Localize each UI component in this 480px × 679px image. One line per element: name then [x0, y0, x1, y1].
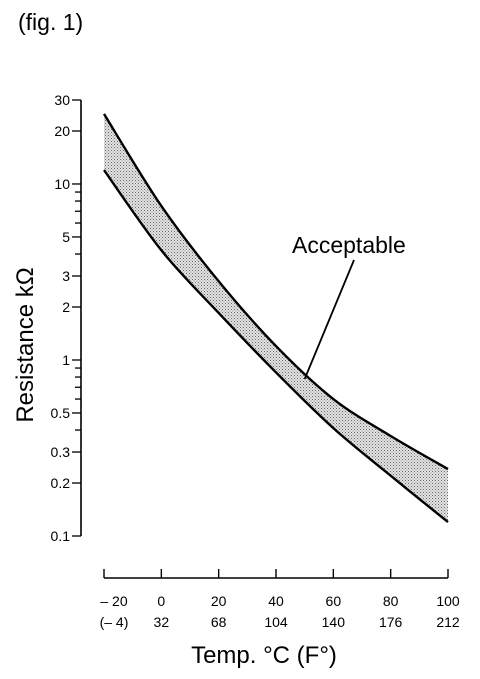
y-tick-label: 0.2 [51, 475, 71, 491]
x-tick-label-celsius: 40 [268, 593, 284, 609]
y-tick-label: 2 [62, 299, 70, 315]
acceptable-band [102, 113, 449, 523]
y-tick-label: 3 [62, 268, 70, 284]
y-tick-label: 0.5 [51, 405, 71, 421]
y-tick-label: 5 [62, 229, 70, 245]
annotation: Acceptable [292, 232, 406, 380]
annotation-leader-line [303, 259, 355, 380]
x-tick-label-fahrenheit: 140 [322, 614, 346, 630]
y-tick-label: 0.3 [51, 444, 71, 460]
x-tick-label-fahrenheit: 68 [211, 614, 227, 630]
x-tick-label-fahrenheit: (– 4) [100, 614, 129, 630]
x-axis-ticks: – 20 (– 4) 0 32 20 68 40 104 60 140 80 176 100 212 [100, 569, 460, 630]
x-tick-label-fahrenheit: 104 [264, 614, 288, 630]
y-tick-label: 20 [54, 123, 70, 139]
x-tick-label-fahrenheit: 212 [436, 614, 460, 630]
x-axis-title: Temp. °C (F°) [191, 642, 337, 669]
band-upper-curve [102, 113, 449, 471]
x-tick-label-celsius: 80 [383, 593, 399, 609]
figure-label: (fig. 1) [18, 9, 83, 35]
x-tick-label-celsius: 20 [211, 593, 227, 609]
x-tick-label-fahrenheit: 32 [154, 614, 170, 630]
y-tick-label: 30 [54, 92, 70, 108]
y-tick-label: 10 [54, 176, 70, 192]
x-tick-label-fahrenheit: 176 [379, 614, 403, 630]
y-axis-ticks: 0.1 0.2 0.3 0.5 1 2 3 5 10 20 30 [51, 92, 81, 544]
x-tick-label-celsius: 60 [326, 593, 342, 609]
x-tick-label-celsius: 0 [157, 593, 165, 609]
y-tick-label: 0.1 [51, 528, 71, 544]
x-tick-label-celsius: – 20 [100, 593, 127, 609]
x-tick-label-celsius: 100 [436, 593, 460, 609]
y-tick-label: 1 [62, 352, 70, 368]
annotation-label: Acceptable [292, 232, 406, 258]
acceptable-band-fill [104, 113, 448, 523]
band-lower-curve [103, 169, 449, 523]
y-axis-title: Resistance kΩ [12, 267, 39, 422]
